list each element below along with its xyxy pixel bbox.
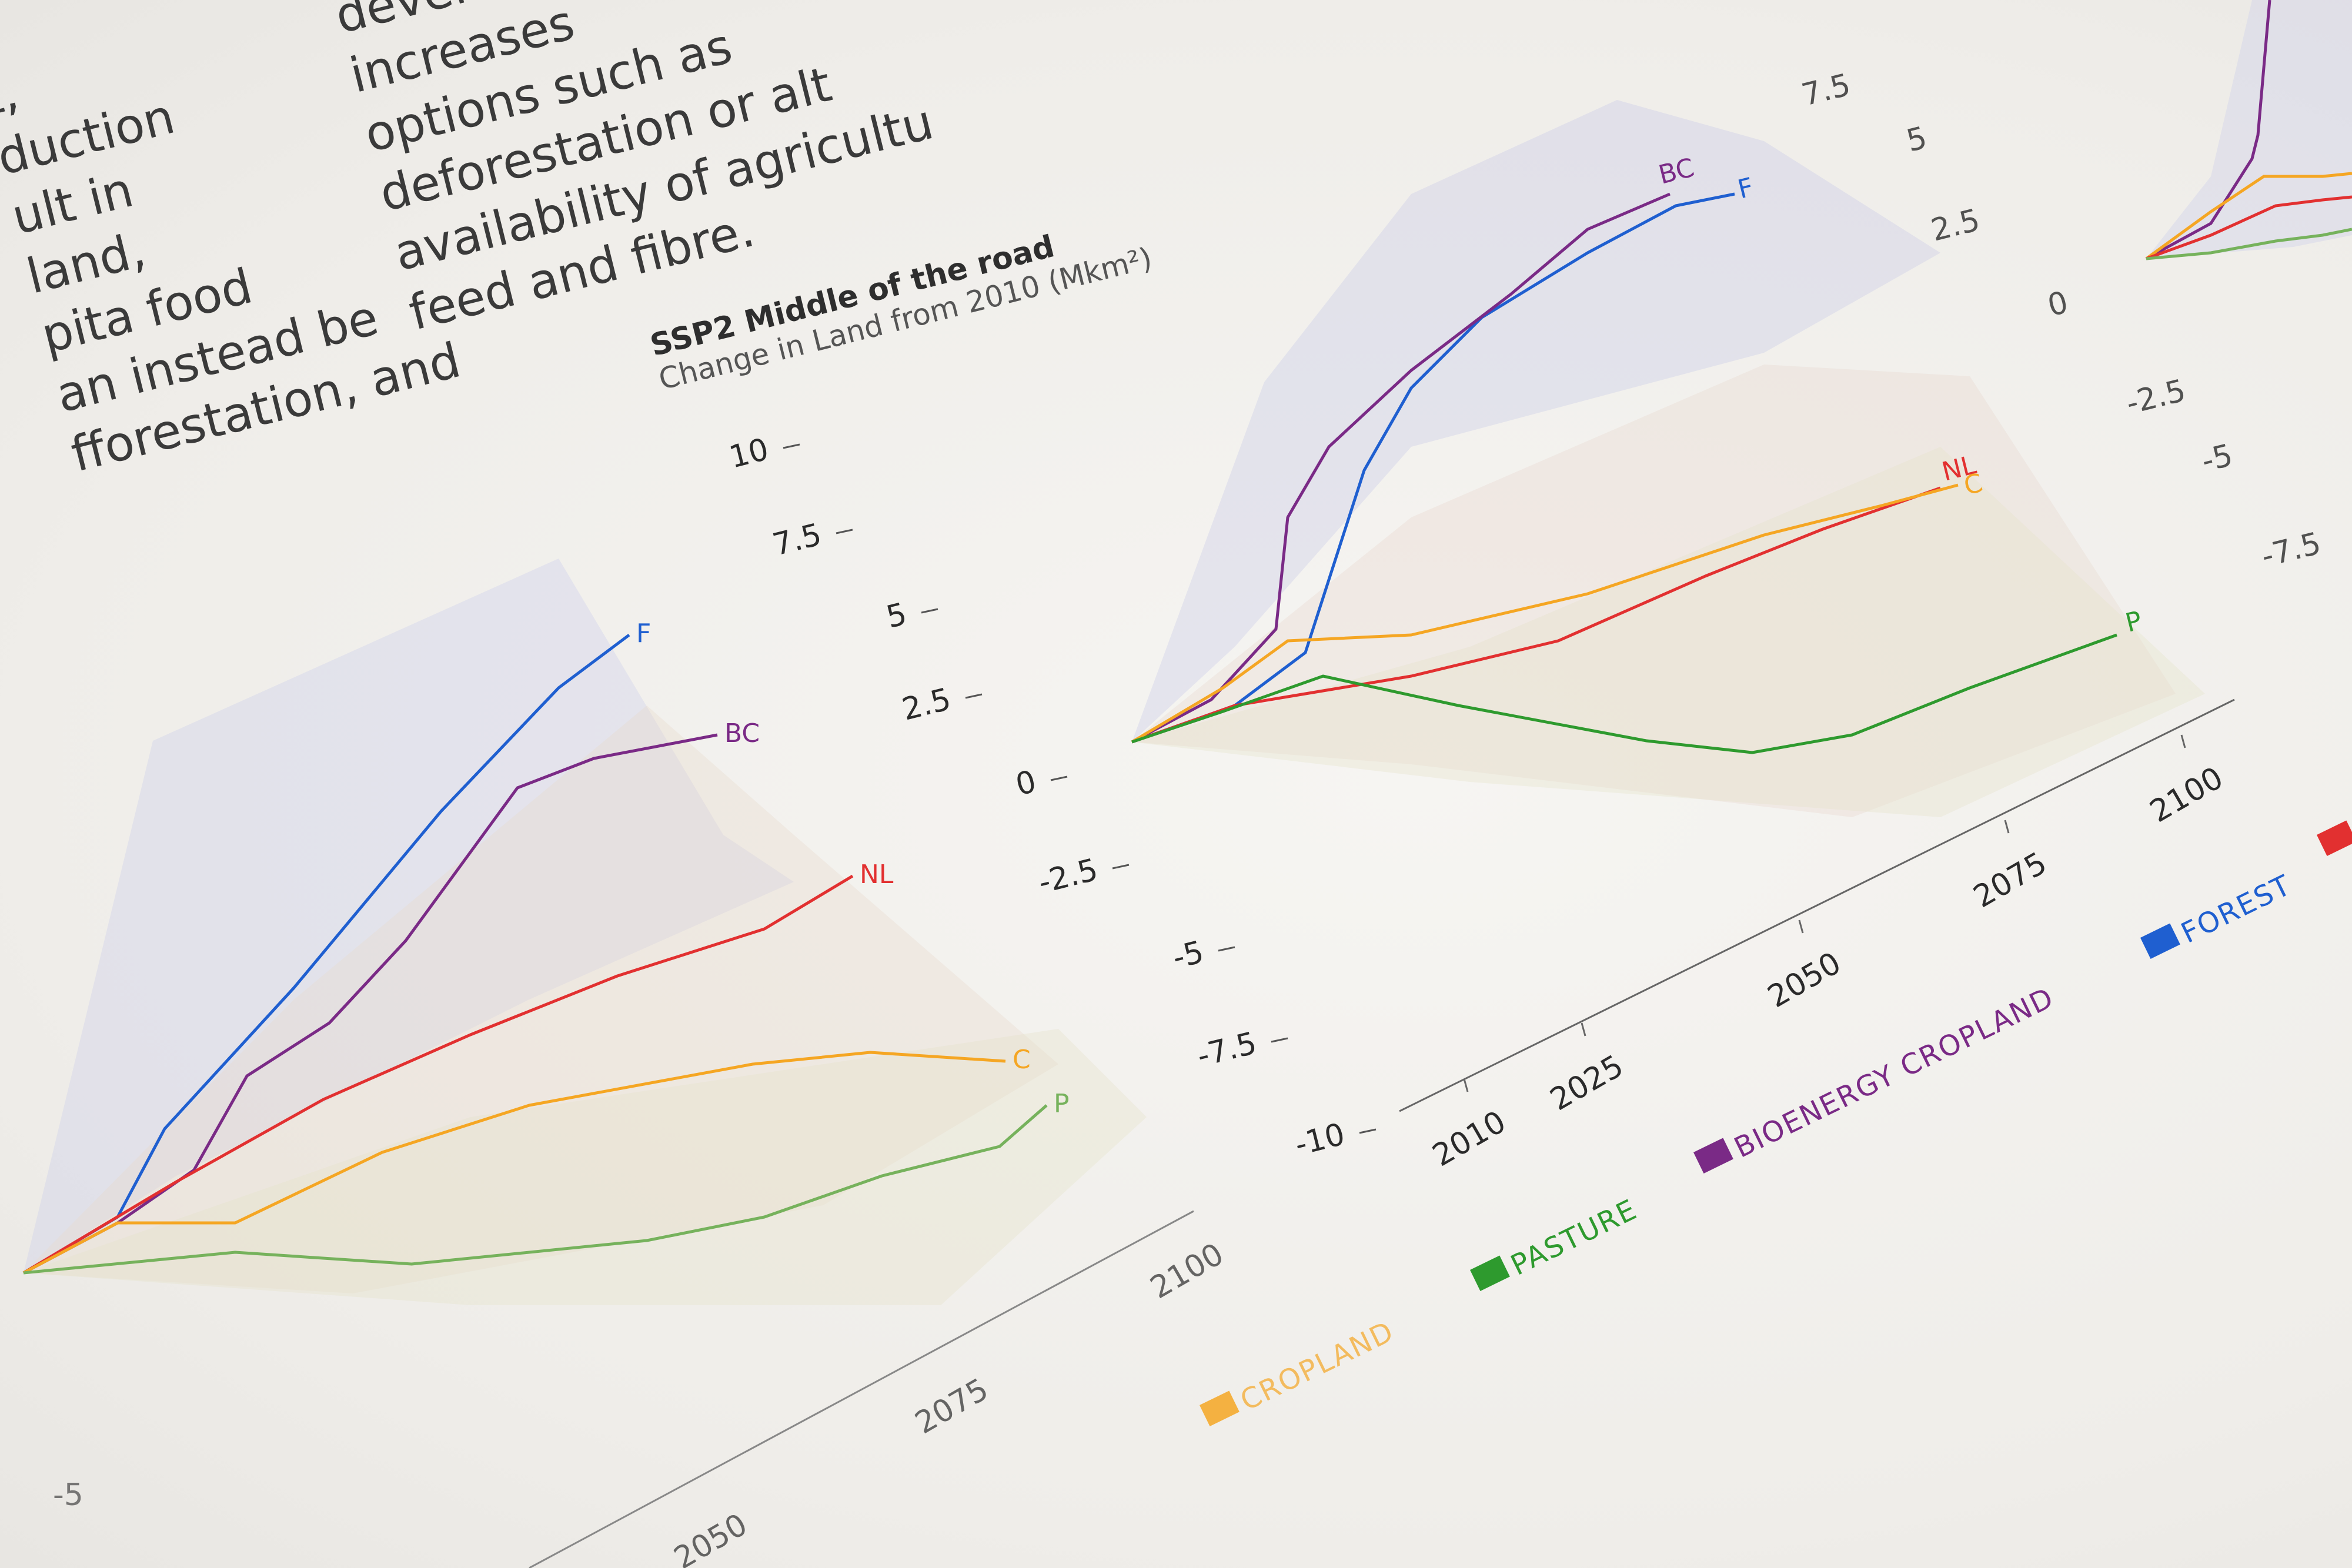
y-tick-label: -2.5	[1035, 852, 1101, 901]
y-tick-mark	[965, 693, 983, 699]
series-end-label: BC	[724, 718, 760, 748]
legend-swatch	[2317, 820, 2352, 856]
y-tick-mark	[921, 608, 938, 614]
legend-swatch	[1470, 1255, 1510, 1291]
x-tick-mark	[1798, 920, 1804, 934]
series-line-c	[1131, 483, 1959, 744]
y-tick-mark	[1112, 864, 1130, 870]
series-line-bc	[22, 733, 718, 1275]
band-pasture	[1132, 447, 2205, 817]
y-tick-label: 2.5	[898, 681, 954, 727]
y-tick-label: -10	[1291, 1116, 1348, 1163]
y-tick-label: -2.5	[2123, 373, 2189, 422]
chart-ssp2: 107.552.50-2.5-5-7.5-10 20102025205020752…	[726, 100, 2235, 1174]
y-tick-label: -5	[2198, 437, 2236, 479]
x-axis-line	[1399, 698, 2235, 1112]
legend-label: PASTURE	[1506, 1193, 1642, 1282]
series-line	[2146, 228, 2352, 260]
band-cropland	[1132, 365, 2176, 817]
y-tick-mark	[1359, 1128, 1377, 1134]
series-line-p	[1131, 633, 2117, 754]
x-axis-line	[529, 1210, 1194, 1568]
y-tick-mark	[1050, 775, 1068, 781]
y-tick-label: 7.5	[769, 517, 825, 563]
legend-label: FOREST	[2176, 868, 2297, 950]
y-tick-label: 5	[1903, 120, 1931, 159]
legend-swatch	[2140, 923, 2180, 959]
band-forest	[1132, 100, 1940, 742]
x-tick-label: 2050	[669, 1507, 754, 1568]
y-tick-label: -7.5	[2258, 526, 2324, 574]
series-line	[2145, 0, 2271, 260]
x-tick-label: 2010	[1427, 1104, 1512, 1174]
y-tick-label: -7.5	[1194, 1025, 1260, 1074]
x-tick-label: 2050	[1762, 945, 1847, 1015]
series-line-bc	[1131, 192, 1671, 744]
y-tick-mark	[836, 529, 853, 534]
band-cropland	[24, 706, 1058, 1293]
band-forest	[2146, 0, 2352, 259]
x-tick-mark	[2004, 820, 2010, 834]
series-line-p	[23, 1104, 1048, 1275]
series-end-label: F	[636, 618, 651, 648]
series-end-label: P	[1054, 1089, 1070, 1119]
x-tick-label: 2075	[1968, 845, 2053, 915]
series-line-nl	[1131, 486, 1941, 744]
y-tick-label: -5	[1169, 934, 1207, 976]
y-tick-mark	[1271, 1037, 1288, 1043]
y-tick-mark	[1218, 946, 1235, 952]
chart-left: F BC NL CP 2050 2075 2100 -5	[22, 559, 1230, 1568]
y-tick-label: 10	[726, 432, 772, 475]
y-tick-label: 0	[2044, 285, 2072, 323]
y-tick-mark	[783, 443, 800, 449]
series-line	[2145, 172, 2352, 260]
series-end-label: NL	[860, 860, 894, 890]
x-tick-label: 2025	[1545, 1048, 1630, 1118]
x-tick-label: 2100	[2144, 760, 2230, 830]
x-tick-mark	[1463, 1078, 1469, 1092]
y-tick-label: -5	[53, 1477, 83, 1513]
series-end-label: C	[1013, 1045, 1031, 1075]
x-tick-mark	[2180, 734, 2186, 748]
y-tick-label: 2.5	[1927, 202, 1983, 248]
x-tick-label: 2075	[910, 1372, 995, 1441]
x-tick-label: 2100	[1145, 1236, 1230, 1306]
x-tick-mark	[1581, 1022, 1586, 1037]
band-forest	[24, 559, 794, 1273]
legend-label: CROPLAND	[1235, 1315, 1399, 1417]
y-tick-label: 7.5	[1798, 67, 1854, 113]
series-line-c	[22, 1051, 1006, 1275]
band-pasture	[24, 1029, 1147, 1305]
y-tick-label: 5	[883, 596, 911, 635]
series-line-f	[1131, 192, 1735, 744]
series-line	[2146, 195, 2352, 260]
y-tick-label: 0	[1013, 764, 1040, 803]
legend-swatch	[1200, 1390, 1240, 1426]
series-line-nl	[22, 874, 854, 1275]
legend-swatch	[1693, 1138, 1733, 1174]
